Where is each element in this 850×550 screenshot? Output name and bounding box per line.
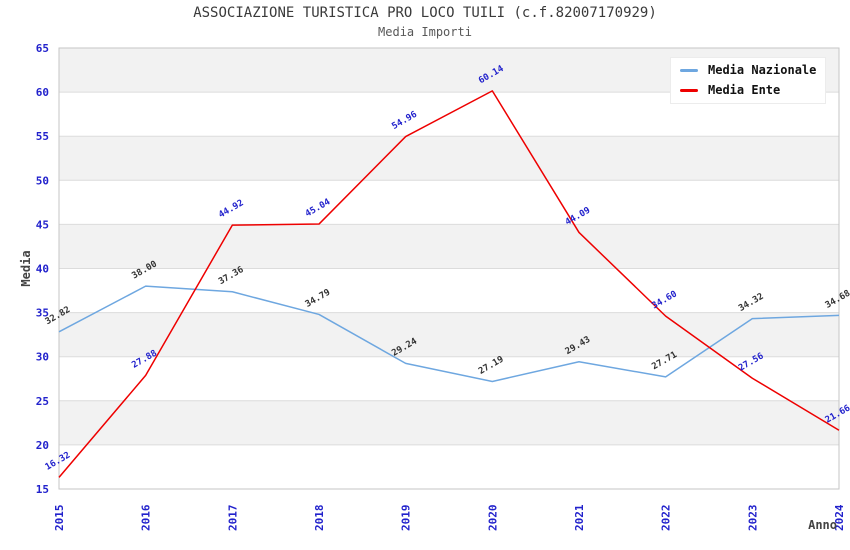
- x-tick-label: 2015: [53, 505, 66, 532]
- series-line-media-ente: [58, 90, 840, 478]
- x-tick-label: 2022: [660, 505, 673, 532]
- y-tick-label: 50: [36, 174, 49, 187]
- plot-band: [59, 224, 839, 269]
- x-tick-label: 2019: [400, 505, 413, 532]
- x-tick-label: 2017: [226, 505, 239, 532]
- data-label: 44.92: [217, 198, 245, 220]
- y-tick-label: 25: [36, 395, 49, 408]
- data-label: 34.32: [737, 292, 765, 314]
- legend-line-marker-red-icon: [680, 89, 698, 93]
- data-label: 54.96: [390, 110, 418, 132]
- legend-label: Media Nazionale: [708, 63, 817, 77]
- y-tick-label: 30: [36, 351, 49, 364]
- legend-label: Media Ente: [708, 83, 781, 98]
- chart-title: ASSOCIAZIONE TURISTICA PRO LOCO TUILI (c…: [193, 5, 657, 21]
- x-tick-label: 2016: [140, 504, 153, 531]
- y-tick-label: 45: [36, 218, 49, 231]
- x-tick-label: 2020: [486, 505, 499, 532]
- y-tick-label: 65: [36, 42, 49, 55]
- y-tick-label: 20: [36, 439, 49, 452]
- chart-subtitle: Media Importi: [378, 25, 472, 39]
- data-label: 34.79: [304, 288, 332, 310]
- legend: Media Nazionale Media Ente: [670, 57, 827, 105]
- data-label: 45.04: [304, 197, 333, 219]
- y-tick-label: 15: [36, 483, 49, 496]
- x-tick-label: 2018: [313, 505, 326, 532]
- x-tick-label: 2024: [833, 504, 846, 531]
- plot-border: [58, 47, 840, 490]
- y-axis-title: Media: [19, 250, 33, 286]
- legend-line-marker-blue-icon: [680, 69, 698, 73]
- x-tick-label: 2023: [746, 505, 759, 532]
- data-label: 34.60: [650, 289, 678, 311]
- y-tick-label: 35: [36, 307, 49, 320]
- data-label: 16.32: [44, 451, 72, 473]
- y-tick-label: 40: [36, 263, 49, 276]
- legend-item-media-nazionale: Media Nazionale: [680, 63, 817, 77]
- plot-band: [59, 400, 839, 445]
- plot-band: [59, 312, 839, 357]
- plot-band: [59, 136, 839, 181]
- data-label: 34.68: [824, 289, 850, 311]
- legend-item-media-ente: Media Ente: [680, 83, 816, 98]
- x-axis-title: Anno: [808, 518, 837, 532]
- y-tick-label: 55: [36, 130, 49, 143]
- y-tick-label: 60: [36, 86, 49, 99]
- data-label: 27.19: [477, 355, 505, 377]
- x-tick-label: 2021: [573, 504, 586, 531]
